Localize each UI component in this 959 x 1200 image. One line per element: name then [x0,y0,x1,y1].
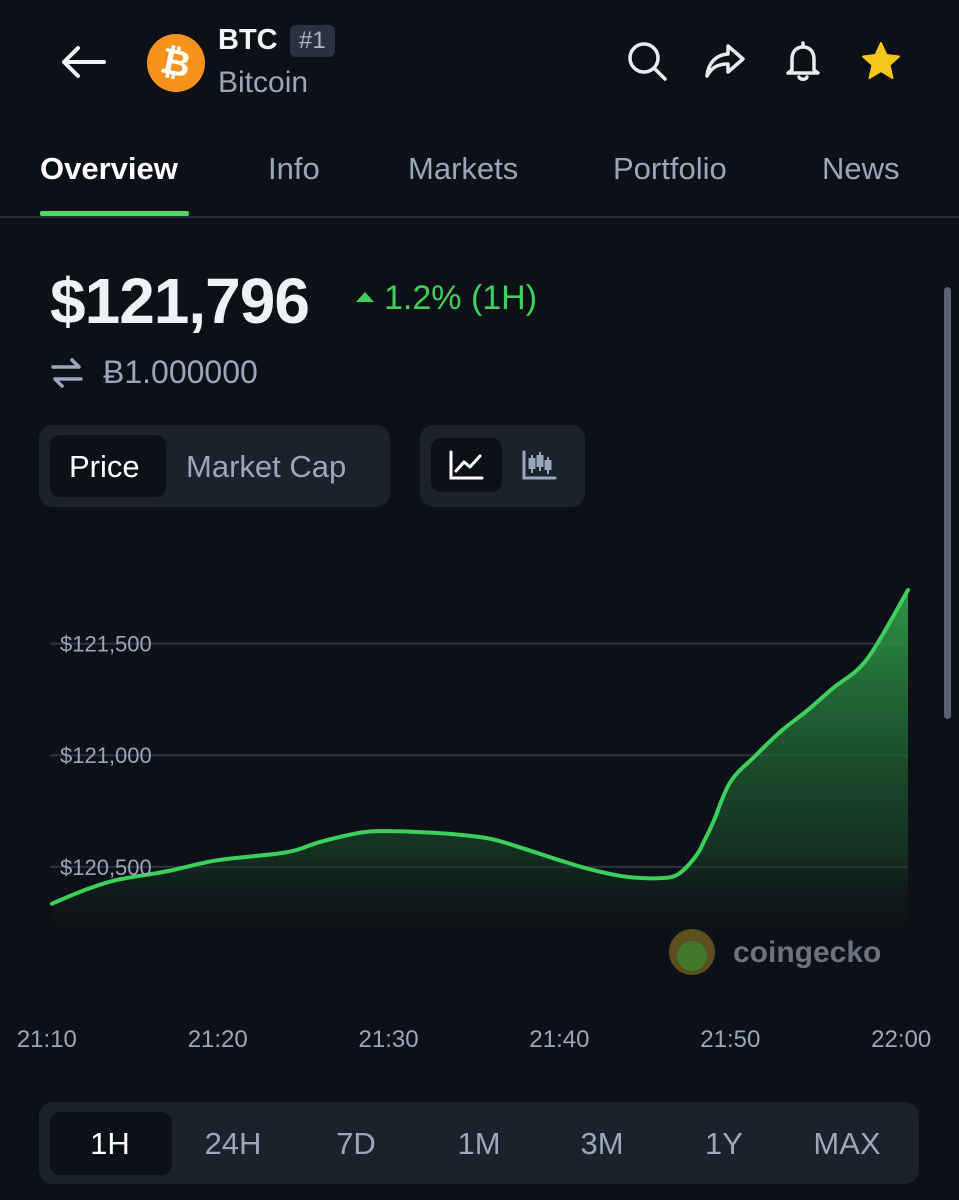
range-max[interactable]: MAX [813,1126,881,1161]
x-tick-label: 21:50 [700,1026,760,1053]
x-tick-label: 21:30 [359,1026,419,1053]
current-price: $121,796 [50,265,310,337]
coingecko-watermark: coingecko [669,929,881,975]
price-change: 1.2% (1H) [384,279,538,317]
coin-symbol: BTC [218,24,278,56]
time-range-selector [39,1102,919,1184]
price-area-fill [52,590,908,940]
range-1y[interactable]: 1Y [705,1126,743,1161]
price-chart[interactable]: $120,500 $121,000 $121,500 21:10 21:20 21:30… [0,560,959,1070]
y-tick-label: $120,500 [60,855,152,880]
x-tick-label: 21:20 [188,1026,248,1053]
tab-markets[interactable]: Markets [408,151,519,186]
tab-divider [0,216,959,218]
y-tick-label: $121,500 [60,632,152,657]
range-3m[interactable]: 3M [580,1126,624,1161]
x-tick-label: 21:40 [529,1026,589,1053]
range-1h[interactable]: 1H [90,1126,130,1161]
y-tick-label: $121,000 [60,743,152,768]
candlestick-icon[interactable] [521,449,557,481]
price-option[interactable]: Price [69,449,140,484]
bell-icon[interactable] [780,38,826,84]
share-icon[interactable] [702,38,748,84]
range-1m[interactable]: 1M [457,1126,501,1161]
tab-info[interactable]: Info [268,151,320,186]
tab-news[interactable]: News [822,151,900,186]
search-icon[interactable] [624,38,670,84]
scrollbar[interactable] [944,287,951,719]
coin-name: Bitcoin [218,66,309,99]
coingecko-wordmark: coingecko [733,936,881,969]
metric-toggle-selected [50,435,166,497]
range-24h[interactable]: 24H [204,1126,262,1161]
star-icon[interactable] [858,38,904,84]
tab-portfolio[interactable]: Portfolio [613,151,727,186]
back-arrow-icon[interactable] [56,40,108,84]
btc-equivalent: Ƀ1.000000 [103,354,258,390]
x-tick-label: 21:10 [17,1026,77,1053]
active-tab-indicator [40,211,189,216]
market-cap-option[interactable]: Market Cap [186,449,347,484]
price-line [50,588,910,906]
bitcoin-logo-icon: ₿ [147,34,205,92]
x-tick-label: 22:00 [871,1026,931,1053]
swap-icon[interactable] [50,356,84,390]
gecko-head-icon [677,941,707,971]
rank-badge: #1 [290,25,335,57]
tab-overview[interactable]: Overview [40,151,178,186]
up-triangle-icon [356,292,374,302]
range-7d[interactable]: 7D [336,1126,376,1161]
line-chart-icon[interactable] [448,449,484,481]
range-selected-highlight [50,1112,172,1175]
